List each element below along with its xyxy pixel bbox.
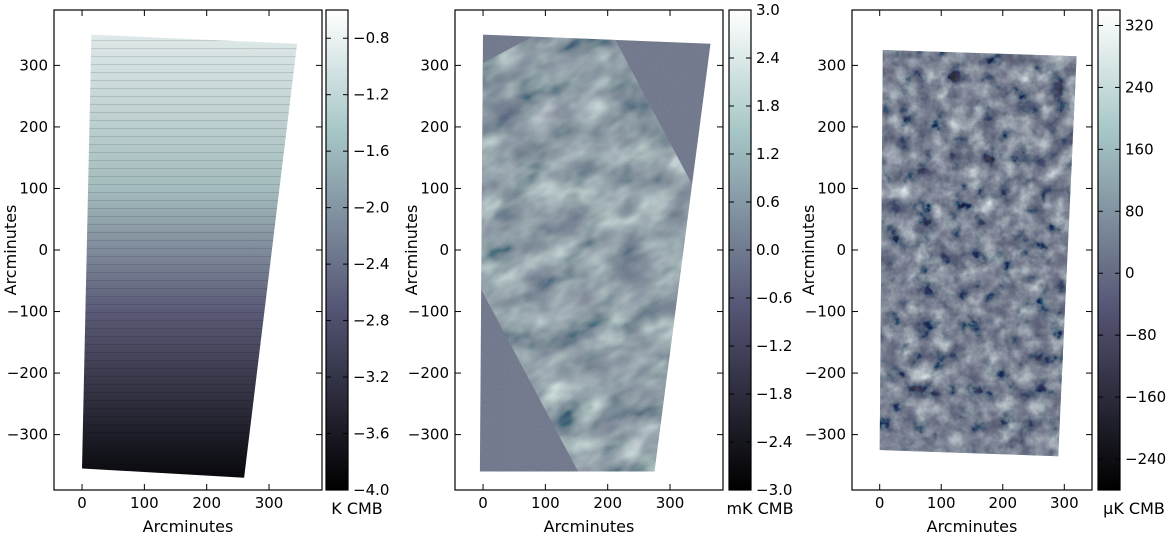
x-tick-label: 0 bbox=[875, 494, 885, 512]
x-tick-label: 300 bbox=[1050, 494, 1079, 512]
y-axis-label: Arcminutes bbox=[1, 205, 20, 296]
y-tick-label: 0 bbox=[439, 241, 449, 259]
colorbar-tick-label: −1.8 bbox=[756, 385, 792, 403]
y-tick-label: 100 bbox=[19, 179, 48, 197]
y-tick-label: 300 bbox=[817, 56, 846, 74]
x-tick-label: 300 bbox=[656, 494, 685, 512]
y-tick-label: 100 bbox=[817, 179, 846, 197]
colorbar-label: mK CMB bbox=[726, 499, 793, 518]
panel-2: 0 100 200 300 −300 −200 −100 0 100 200 300 Arcminut… bbox=[402, 1, 794, 536]
y-tick-label: −300 bbox=[805, 426, 846, 444]
colorbar-tick-label: −80 bbox=[1125, 326, 1157, 344]
x-tick-label: 300 bbox=[255, 494, 284, 512]
y-tick-label: 300 bbox=[19, 56, 48, 74]
y-tick-label: −200 bbox=[7, 364, 48, 382]
x-tick-label: 200 bbox=[192, 494, 221, 512]
colorbar bbox=[1097, 9, 1121, 491]
map-image bbox=[879, 50, 1077, 457]
colorbar-tick-label: 0.0 bbox=[756, 241, 780, 259]
colorbar-tick-label: 0.6 bbox=[756, 193, 780, 211]
colorbar-tick-label: 80 bbox=[1125, 202, 1144, 220]
x-tick-label: 0 bbox=[77, 494, 87, 512]
colorbar-tick-label: 160 bbox=[1125, 140, 1154, 158]
x-tick-label: 100 bbox=[130, 494, 159, 512]
colorbar-tick-label: −1.6 bbox=[353, 142, 389, 160]
x-tick-label: 0 bbox=[478, 494, 488, 512]
y-axis-label: Arcminutes bbox=[799, 205, 818, 296]
colorbar-tick-label: −3.6 bbox=[353, 425, 389, 443]
y-tick-label: 300 bbox=[420, 56, 449, 74]
y-tick-label: 200 bbox=[817, 118, 846, 136]
y-tick-label: 100 bbox=[420, 179, 449, 197]
y-tick-label: −300 bbox=[408, 426, 449, 444]
colorbar-tick-label: 320 bbox=[1125, 16, 1154, 34]
colorbar-tick-label: −160 bbox=[1125, 388, 1166, 406]
colorbar bbox=[325, 9, 349, 491]
colorbar-tick-label: −1.2 bbox=[353, 86, 389, 104]
y-tick-label: 0 bbox=[836, 241, 846, 259]
x-tick-label: 100 bbox=[927, 494, 956, 512]
map-image bbox=[82, 34, 298, 478]
colorbar-tick-label: −2.8 bbox=[353, 312, 389, 330]
colorbar-tick-label: −0.8 bbox=[353, 29, 389, 47]
x-axis-label: Arcminutes bbox=[927, 517, 1018, 536]
colorbar-tick-label: 0 bbox=[1125, 264, 1135, 282]
y-axis-label: Arcminutes bbox=[402, 205, 421, 296]
y-tick-label: 200 bbox=[420, 118, 449, 136]
colorbar-tick-label: 240 bbox=[1125, 78, 1154, 96]
x-axis-label: Arcminutes bbox=[143, 517, 234, 536]
colorbar-tick-label: −0.6 bbox=[756, 289, 792, 307]
y-tick-label: −100 bbox=[805, 303, 846, 321]
x-tick-label: 200 bbox=[988, 494, 1017, 512]
y-tick-label: 0 bbox=[38, 241, 48, 259]
x-tick-label: 200 bbox=[593, 494, 622, 512]
colorbar-tick-label: −2.0 bbox=[353, 199, 389, 217]
colorbar-tick-label: −2.4 bbox=[353, 255, 389, 273]
panel-3: 0 100 200 300 −300 −200 −100 0 100 200 300 Arcminut… bbox=[799, 9, 1166, 536]
colorbar-label: μK CMB bbox=[1103, 499, 1165, 518]
colorbar-tick-label: −240 bbox=[1125, 450, 1166, 468]
colorbar-tick-label: 1.2 bbox=[756, 145, 780, 163]
colorbar-tick-label: 1.8 bbox=[756, 97, 780, 115]
y-tick-label: −200 bbox=[805, 364, 846, 382]
colorbar-tick-label: −3.2 bbox=[353, 368, 389, 386]
colorbar-label: K CMB bbox=[331, 499, 383, 518]
panel-1: 0 100 200 300 −300 −200 −100 0 100 200 300 Arcminut… bbox=[1, 9, 389, 536]
colorbar-tick-label: −4.0 bbox=[353, 481, 389, 499]
colorbar-tick-label: 2.4 bbox=[756, 49, 780, 67]
y-tick-label: −100 bbox=[7, 303, 48, 321]
x-tick-label: 100 bbox=[531, 494, 560, 512]
colorbar-tick-label: −3.0 bbox=[756, 481, 792, 499]
y-tick-label: 200 bbox=[19, 118, 48, 136]
y-tick-label: −200 bbox=[408, 364, 449, 382]
y-tick-label: −100 bbox=[408, 303, 449, 321]
colorbar-tick-label: −2.4 bbox=[756, 433, 792, 451]
x-axis-label: Arcminutes bbox=[544, 517, 635, 536]
y-tick-label: −300 bbox=[7, 426, 48, 444]
colorbar-tick-label: 3.0 bbox=[756, 1, 780, 19]
colorbar-tick-label: −1.2 bbox=[756, 337, 792, 355]
